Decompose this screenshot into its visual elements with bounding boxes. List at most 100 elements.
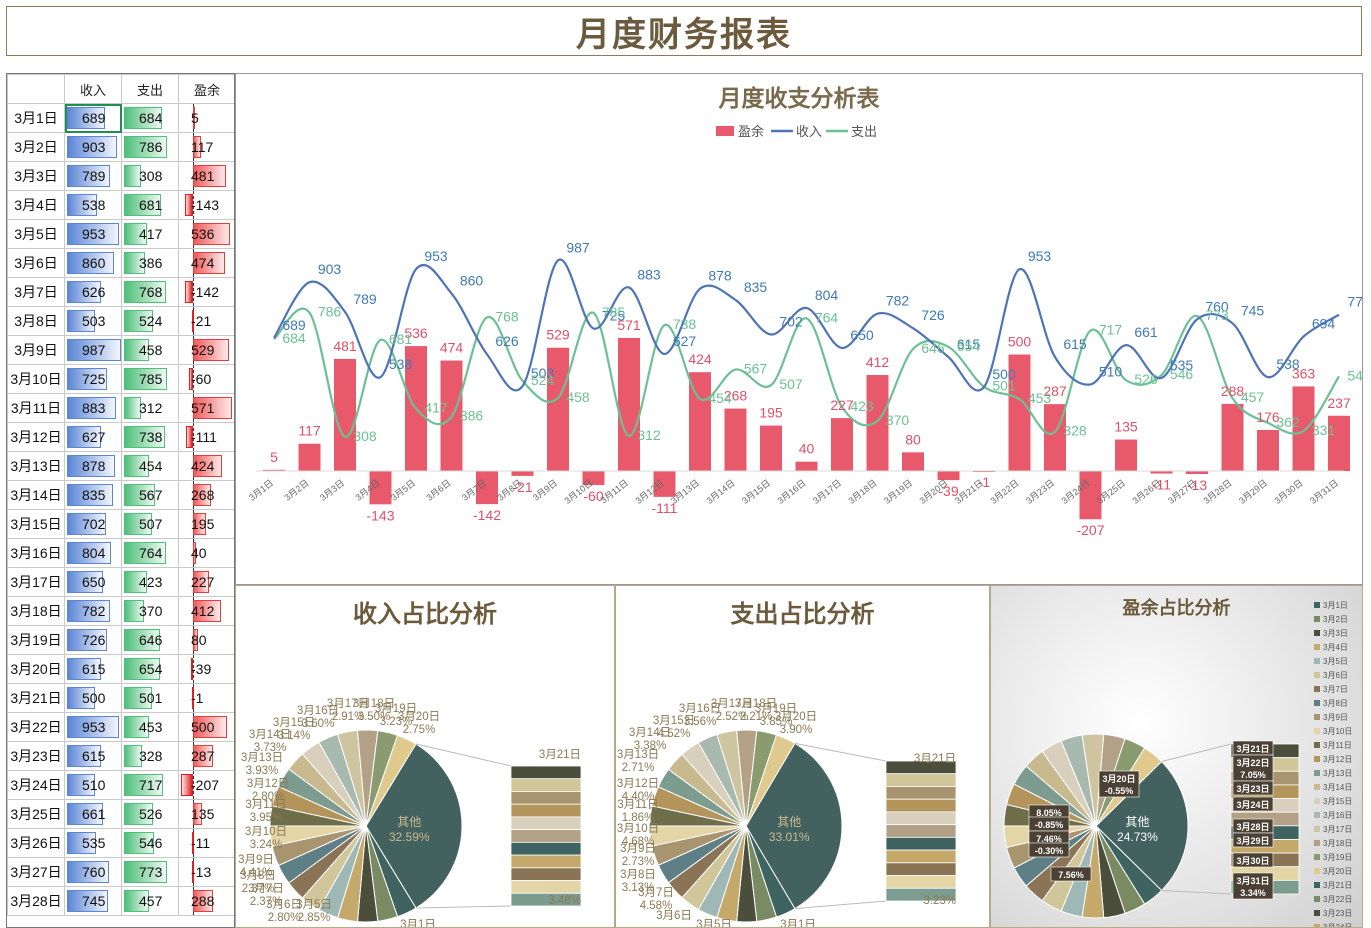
income-cell[interactable]: 535 (64, 828, 122, 858)
income-cell[interactable]: 804 (64, 538, 122, 568)
income-cell[interactable]: 987 (64, 335, 122, 365)
expense-cell[interactable]: 457 (121, 886, 179, 916)
date-cell[interactable]: 3月15日 (7, 509, 65, 539)
date-cell[interactable]: 3月18日 (7, 596, 65, 626)
date-cell[interactable]: 3月8日 (7, 306, 65, 336)
date-cell[interactable]: 3月26日 (7, 828, 65, 858)
surplus-cell[interactable]: 500 (178, 712, 234, 742)
surplus-cell[interactable]: -60 (178, 364, 234, 394)
date-cell[interactable]: 3月2日 (7, 132, 65, 162)
surplus-cell[interactable]: 117 (178, 132, 234, 162)
income-cell[interactable]: 615 (64, 741, 122, 771)
expense-cell[interactable]: 785 (121, 364, 179, 394)
surplus-cell[interactable]: 288 (178, 886, 234, 916)
income-cell[interactable]: 503 (64, 306, 122, 336)
expense-cell[interactable]: 768 (121, 277, 179, 307)
expense-cell[interactable]: 764 (121, 538, 179, 568)
date-cell[interactable]: 3月7日 (7, 277, 65, 307)
expense-cell[interactable]: 524 (121, 306, 179, 336)
expense-cell[interactable]: 786 (121, 132, 179, 162)
expense-cell[interactable]: 453 (121, 712, 179, 742)
expense-cell[interactable]: 328 (121, 741, 179, 771)
expense-cell[interactable]: 370 (121, 596, 179, 626)
expense-cell[interactable]: 386 (121, 248, 179, 278)
income-cell[interactable]: 860 (64, 248, 122, 278)
expense-cell[interactable]: 773 (121, 857, 179, 887)
date-cell[interactable]: 3月4日 (7, 190, 65, 220)
surplus-cell[interactable]: -111 (178, 422, 234, 452)
surplus-cell[interactable]: 5 (178, 103, 234, 133)
expense-cell[interactable]: 654 (121, 654, 179, 684)
income-cell[interactable]: 689 (64, 103, 122, 133)
date-cell[interactable]: 3月28日 (7, 886, 65, 916)
expense-cell[interactable]: 501 (121, 683, 179, 713)
date-cell[interactable]: 3月19日 (7, 625, 65, 655)
income-cell[interactable]: 615 (64, 654, 122, 684)
date-cell[interactable]: 3月25日 (7, 799, 65, 829)
surplus-cell[interactable]: 474 (178, 248, 234, 278)
expense-cell[interactable]: 684 (121, 103, 179, 133)
surplus-cell[interactable]: 529 (178, 335, 234, 365)
income-cell[interactable]: 725 (64, 364, 122, 394)
income-cell[interactable]: 835 (64, 480, 122, 510)
surplus-cell[interactable]: 412 (178, 596, 234, 626)
surplus-cell[interactable]: 268 (178, 480, 234, 510)
income-cell[interactable]: 760 (64, 857, 122, 887)
date-cell[interactable]: 3月12日 (7, 422, 65, 452)
surplus-cell[interactable]: -11 (178, 828, 234, 858)
income-cell[interactable]: 500 (64, 683, 122, 713)
expense-cell[interactable]: 567 (121, 480, 179, 510)
expense-cell[interactable]: 458 (121, 335, 179, 365)
expense-cell[interactable]: 546 (121, 828, 179, 858)
income-cell[interactable]: 627 (64, 422, 122, 452)
income-cell[interactable]: 953 (64, 219, 122, 249)
expense-cell[interactable]: 646 (121, 625, 179, 655)
expense-cell[interactable]: 417 (121, 219, 179, 249)
date-cell[interactable]: 3月9日 (7, 335, 65, 365)
expense-cell[interactable]: 738 (121, 422, 179, 452)
income-cell[interactable]: 538 (64, 190, 122, 220)
surplus-cell[interactable]: 40 (178, 538, 234, 568)
income-cell[interactable]: 626 (64, 277, 122, 307)
surplus-cell[interactable]: -21 (178, 306, 234, 336)
expense-cell[interactable]: 526 (121, 799, 179, 829)
surplus-cell[interactable]: -142 (178, 277, 234, 307)
income-cell[interactable]: 878 (64, 451, 122, 481)
income-cell[interactable]: 953 (64, 712, 122, 742)
date-cell[interactable]: 3月13日 (7, 451, 65, 481)
income-cell[interactable]: 903 (64, 132, 122, 162)
income-cell[interactable]: 789 (64, 161, 122, 191)
expense-cell[interactable]: 681 (121, 190, 179, 220)
income-cell[interactable]: 661 (64, 799, 122, 829)
date-cell[interactable]: 3月11日 (7, 393, 65, 423)
income-cell[interactable]: 782 (64, 596, 122, 626)
income-cell[interactable]: 726 (64, 625, 122, 655)
date-cell[interactable]: 3月3日 (7, 161, 65, 191)
date-cell[interactable]: 3月6日 (7, 248, 65, 278)
surplus-cell[interactable]: 80 (178, 625, 234, 655)
surplus-cell[interactable]: 481 (178, 161, 234, 191)
date-cell[interactable]: 3月17日 (7, 567, 65, 597)
expense-cell[interactable]: 717 (121, 770, 179, 800)
income-cell[interactable]: 883 (64, 393, 122, 423)
surplus-cell[interactable]: 571 (178, 393, 234, 423)
income-cell[interactable]: 745 (64, 886, 122, 916)
surplus-cell[interactable]: -1 (178, 683, 234, 713)
surplus-cell[interactable]: 227 (178, 567, 234, 597)
income-cell[interactable]: 702 (64, 509, 122, 539)
date-cell[interactable]: 3月27日 (7, 857, 65, 887)
surplus-cell[interactable]: -13 (178, 857, 234, 887)
expense-cell[interactable]: 312 (121, 393, 179, 423)
surplus-cell[interactable]: 424 (178, 451, 234, 481)
date-cell[interactable]: 3月1日 (7, 103, 65, 133)
date-cell[interactable]: 3月22日 (7, 712, 65, 742)
expense-cell[interactable]: 507 (121, 509, 179, 539)
date-cell[interactable]: 3月21日 (7, 683, 65, 713)
income-cell[interactable]: 650 (64, 567, 122, 597)
expense-cell[interactable]: 308 (121, 161, 179, 191)
date-cell[interactable]: 3月5日 (7, 219, 65, 249)
date-cell[interactable]: 3月16日 (7, 538, 65, 568)
date-cell[interactable]: 3月24日 (7, 770, 65, 800)
expense-cell[interactable]: 454 (121, 451, 179, 481)
date-cell[interactable]: 3月20日 (7, 654, 65, 684)
